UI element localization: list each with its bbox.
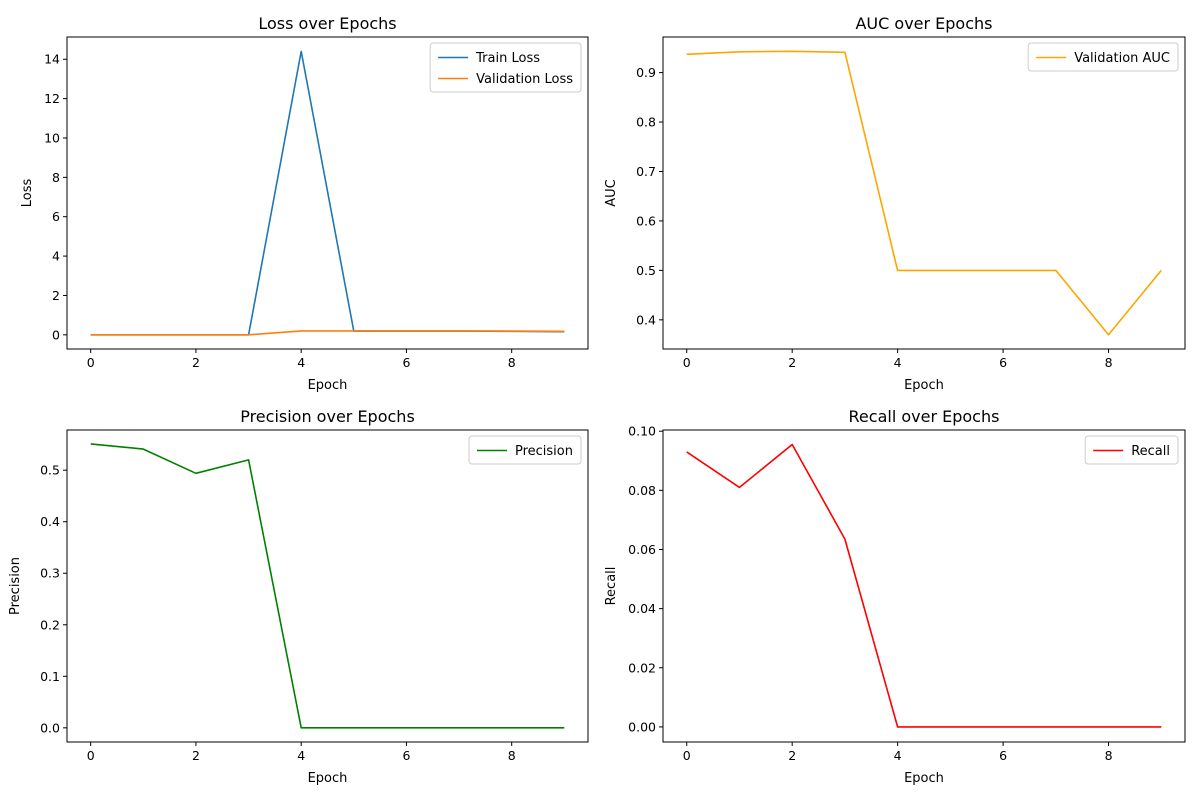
- plot-frame: [66, 429, 589, 743]
- x-tick-label: 6: [402, 748, 410, 763]
- y-tick-label: 12: [44, 91, 60, 106]
- y-tick-label: 10: [44, 130, 60, 145]
- y-tick-label: 0.7: [636, 164, 656, 179]
- x-tick-label: 2: [788, 355, 796, 370]
- legend-box: [1027, 42, 1179, 72]
- y-tick-label: 8: [52, 170, 60, 185]
- x-tick-label: 0: [87, 748, 95, 763]
- x-tick-label: 4: [297, 748, 305, 763]
- y-tick-label: 6: [52, 209, 60, 224]
- x-tick-label: 2: [192, 355, 200, 370]
- x-tick-label: 8: [1105, 748, 1113, 763]
- x-tick-label: 6: [402, 355, 410, 370]
- y-axis-label: Recall: [604, 567, 619, 606]
- legend-label: Precision: [515, 444, 573, 459]
- series-line-1: [90, 50, 565, 336]
- legend: Validation AUC: [1027, 42, 1179, 72]
- y-tick-label: 0.5: [636, 263, 656, 278]
- chart-title: Recall over Epochs: [849, 407, 1000, 426]
- legend: Recall: [1084, 435, 1179, 465]
- chart-title: Loss over Epochs: [258, 14, 396, 33]
- x-tick-label: 0: [683, 355, 691, 370]
- y-tick-label: 0.4: [40, 514, 60, 529]
- y-tick-label: 0.06: [628, 542, 656, 557]
- x-tick-label: 4: [297, 355, 305, 370]
- x-axis-label: Epoch: [308, 378, 348, 393]
- y-axis-label: Loss: [20, 179, 35, 208]
- x-tick-label: 2: [192, 748, 200, 763]
- y-tick-label: 0.08: [628, 483, 656, 498]
- legend-label: Validation Loss: [476, 72, 573, 87]
- legend-label: Train Loss: [475, 51, 540, 66]
- y-tick-label: 0.0: [40, 720, 60, 735]
- plot-frame: [662, 429, 1186, 743]
- y-tick-label: 0.2: [40, 617, 60, 632]
- y-tick-label: 0.5: [40, 463, 60, 478]
- legend-label: Recall: [1131, 444, 1170, 459]
- y-axis-label: Precision: [8, 557, 23, 615]
- subplot-2: AUC over Epochs 0 2 4 6 8 0.4 0.5 0.6 0.7 0.8 0.9 Ep…: [604, 14, 1186, 393]
- y-tick-label: 0: [52, 327, 60, 342]
- x-axis-label: Epoch: [904, 771, 944, 786]
- x-axis-label: Epoch: [308, 771, 348, 786]
- chart-title: AUC over Epochs: [855, 14, 992, 33]
- y-tick-label: 0.6: [636, 213, 656, 228]
- y-tick-label: 0.04: [628, 601, 656, 616]
- y-tick-label: 0.02: [628, 660, 656, 675]
- plot-frame: [66, 36, 589, 350]
- y-axis-label: AUC: [604, 179, 619, 207]
- y-tick-label: 0.10: [628, 424, 656, 439]
- y-tick-label: 0.8: [636, 115, 656, 130]
- x-tick-label: 0: [683, 748, 691, 763]
- chart-title: Precision over Epochs: [240, 407, 415, 426]
- y-tick-label: 2: [52, 288, 60, 303]
- plot-frame: [662, 36, 1186, 350]
- legend-box: [429, 42, 582, 93]
- y-tick-label: 14: [44, 52, 60, 67]
- x-tick-label: 8: [508, 355, 516, 370]
- x-tick-label: 6: [999, 748, 1007, 763]
- x-tick-label: 4: [894, 355, 902, 370]
- legend: Precision: [468, 435, 582, 465]
- x-tick-label: 4: [894, 748, 902, 763]
- series-line-1: [686, 443, 1162, 728]
- legend-box: [468, 435, 582, 465]
- x-tick-label: 8: [508, 748, 516, 763]
- series-line-1: [90, 443, 565, 729]
- x-tick-label: 0: [87, 355, 95, 370]
- y-tick-label: 0.4: [636, 312, 656, 327]
- legend-box: [1084, 435, 1179, 465]
- y-tick-label: 0.9: [636, 65, 656, 80]
- y-tick-label: 0.1: [40, 669, 60, 684]
- y-tick-label: 0.00: [628, 719, 656, 734]
- y-tick-label: 4: [52, 249, 60, 264]
- x-tick-label: 2: [788, 748, 796, 763]
- x-axis-label: Epoch: [904, 378, 944, 393]
- legend: Train Loss Validation Loss: [429, 42, 582, 93]
- x-tick-label: 6: [999, 355, 1007, 370]
- subplot-3: Precision over Epochs 0 2 4 6 8 0.0 0.1 0.2 0.3 0.…: [8, 407, 589, 786]
- series-line-2: [90, 330, 565, 336]
- legend-label: Validation AUC: [1074, 51, 1170, 66]
- series-line-1: [686, 50, 1162, 336]
- x-tick-label: 8: [1105, 355, 1113, 370]
- y-tick-label: 0.3: [40, 566, 60, 581]
- subplot-1: Loss over Epochs 0 2 4 6 8 0 2 4 6 8 10 12 14 Epoch Los…: [20, 14, 589, 393]
- subplot-4: Recall over Epochs 0 2 4 6 8 0.00 0.02 0.04 0.06 0…: [604, 407, 1186, 786]
